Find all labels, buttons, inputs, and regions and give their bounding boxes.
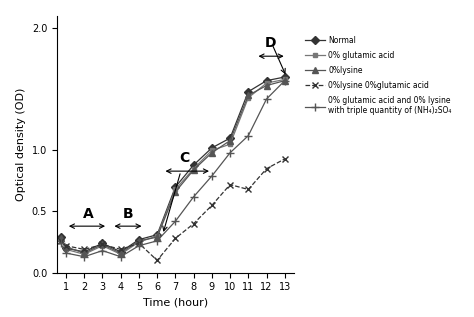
0% glutamic acid bbox=[63, 248, 69, 251]
0% glutamic acid and 0% lysine
with triple quantity of (NH₄)₂SO₄ bbox=[209, 174, 215, 178]
0%lysine 0%glutamic acid bbox=[209, 204, 215, 207]
Normal bbox=[227, 136, 233, 140]
0%lysine 0%glutamic acid bbox=[264, 167, 269, 171]
0% glutamic acid bbox=[209, 148, 215, 152]
0% glutamic acid and 0% lysine
with triple quantity of (NH₄)₂SO₄ bbox=[63, 251, 69, 255]
0%lysine 0%glutamic acid bbox=[82, 248, 87, 251]
0% glutamic acid bbox=[155, 234, 160, 238]
0% glutamic acid bbox=[100, 244, 105, 248]
0%lysine bbox=[155, 235, 160, 239]
0% glutamic acid and 0% lysine
with triple quantity of (NH₄)₂SO₄ bbox=[155, 239, 160, 243]
0%lysine bbox=[100, 243, 105, 246]
Line: 0% glutamic acid: 0% glutamic acid bbox=[58, 77, 287, 256]
0% glutamic acid bbox=[136, 240, 142, 244]
0% glutamic acid bbox=[227, 142, 233, 146]
Normal bbox=[100, 241, 105, 245]
Y-axis label: Optical density (OD): Optical density (OD) bbox=[16, 87, 26, 201]
Normal bbox=[173, 185, 178, 189]
0%lysine bbox=[246, 94, 251, 97]
0% glutamic acid and 0% lysine
with triple quantity of (NH₄)₂SO₄ bbox=[136, 244, 142, 248]
Normal bbox=[282, 75, 288, 79]
X-axis label: Time (hour): Time (hour) bbox=[143, 298, 208, 308]
0% glutamic acid and 0% lysine
with triple quantity of (NH₄)₂SO₄ bbox=[173, 219, 178, 223]
0% glutamic acid bbox=[58, 238, 64, 242]
0% glutamic acid bbox=[264, 81, 269, 85]
Line: 0% glutamic acid and 0% lysine
with triple quantity of (NH₄)₂SO₄: 0% glutamic acid and 0% lysine with trip… bbox=[56, 76, 289, 261]
Line: 0%lysine 0%glutamic acid: 0%lysine 0%glutamic acid bbox=[57, 155, 288, 264]
0%lysine bbox=[118, 251, 124, 255]
0% glutamic acid and 0% lysine
with triple quantity of (NH₄)₂SO₄ bbox=[118, 255, 124, 259]
0%lysine bbox=[136, 239, 142, 243]
0% glutamic acid bbox=[191, 167, 196, 171]
Normal bbox=[209, 146, 215, 150]
Normal bbox=[264, 79, 269, 82]
0%lysine 0%glutamic acid bbox=[282, 157, 288, 161]
0%lysine 0%glutamic acid bbox=[136, 241, 142, 245]
0%lysine bbox=[227, 139, 233, 142]
0%lysine bbox=[264, 84, 269, 87]
0% glutamic acid and 0% lysine
with triple quantity of (NH₄)₂SO₄ bbox=[246, 134, 251, 138]
Text: D: D bbox=[264, 36, 276, 50]
0%lysine 0%glutamic acid bbox=[173, 236, 178, 240]
0%lysine bbox=[58, 236, 64, 240]
0%lysine bbox=[282, 79, 288, 82]
0% glutamic acid and 0% lysine
with triple quantity of (NH₄)₂SO₄ bbox=[227, 151, 233, 155]
0% glutamic acid and 0% lysine
with triple quantity of (NH₄)₂SO₄ bbox=[264, 97, 269, 101]
Normal bbox=[191, 163, 196, 167]
Normal bbox=[63, 246, 69, 250]
0% glutamic acid and 0% lysine
with triple quantity of (NH₄)₂SO₄ bbox=[191, 195, 196, 199]
0%lysine 0%glutamic acid bbox=[63, 244, 69, 248]
Text: B: B bbox=[123, 207, 133, 221]
0%lysine 0%glutamic acid bbox=[118, 248, 124, 251]
0% glutamic acid bbox=[118, 252, 124, 256]
0%lysine 0%glutamic acid bbox=[227, 183, 233, 186]
0% glutamic acid bbox=[82, 252, 87, 256]
Normal bbox=[136, 238, 142, 242]
Line: Normal: Normal bbox=[58, 74, 288, 255]
0%lysine 0%glutamic acid bbox=[100, 243, 105, 246]
Normal bbox=[82, 250, 87, 254]
Normal bbox=[118, 250, 124, 254]
0%lysine bbox=[191, 168, 196, 172]
0% glutamic acid and 0% lysine
with triple quantity of (NH₄)₂SO₄ bbox=[100, 249, 105, 253]
0% glutamic acid and 0% lysine
with triple quantity of (NH₄)₂SO₄ bbox=[82, 255, 87, 259]
Normal bbox=[155, 233, 160, 236]
Legend: Normal, 0% glutamic acid, 0%lysine, 0%lysine 0%glutamic acid, 0% glutamic acid a: Normal, 0% glutamic acid, 0%lysine, 0%ly… bbox=[302, 33, 455, 119]
Text: A: A bbox=[82, 207, 93, 221]
Text: C: C bbox=[179, 151, 190, 165]
Normal bbox=[246, 90, 251, 94]
0% glutamic acid bbox=[246, 96, 251, 100]
0%lysine 0%glutamic acid bbox=[246, 188, 251, 191]
0%lysine bbox=[173, 190, 178, 194]
0% glutamic acid bbox=[173, 188, 178, 191]
0%lysine 0%glutamic acid bbox=[58, 239, 64, 243]
0% glutamic acid bbox=[282, 78, 288, 81]
0% glutamic acid and 0% lysine
with triple quantity of (NH₄)₂SO₄ bbox=[58, 241, 64, 245]
0%lysine bbox=[63, 245, 69, 249]
0%lysine 0%glutamic acid bbox=[155, 258, 160, 262]
Normal bbox=[58, 235, 64, 239]
0%lysine bbox=[209, 151, 215, 155]
0%lysine bbox=[82, 251, 87, 255]
Line: 0%lysine: 0%lysine bbox=[58, 78, 288, 256]
0% glutamic acid and 0% lysine
with triple quantity of (NH₄)₂SO₄ bbox=[282, 79, 288, 82]
0%lysine 0%glutamic acid bbox=[191, 222, 196, 226]
